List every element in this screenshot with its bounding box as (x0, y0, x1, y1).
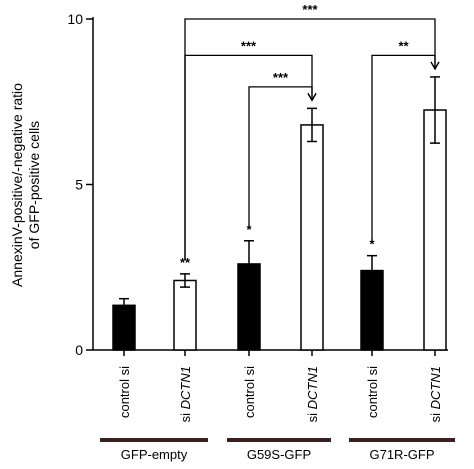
significance-mark: * (246, 222, 252, 237)
x-tick-label-gene: DCTN1 (428, 366, 443, 409)
group-label: G59S-GFP (247, 447, 311, 462)
x-tick-label-gene: DCTN1 (178, 366, 193, 409)
x-tick-label-prefix: control si (365, 366, 380, 418)
x-tick-label: si DCTN1 (428, 366, 443, 422)
bar (173, 279, 197, 351)
x-tick-label-prefix: control si (117, 366, 132, 418)
group-label: G71R-GFP (369, 447, 434, 462)
comparison-label: ** (398, 38, 409, 53)
x-tick-label-prefix: si (428, 409, 443, 422)
y-axis-label-line: of GFP-positive cells (26, 121, 42, 249)
y-tick-label: 5 (75, 177, 83, 193)
group-bar (227, 438, 331, 442)
y-axis-label-line: AnnexinV-positive/-negative ratio (9, 83, 25, 287)
x-tick-label-prefix: control si (242, 366, 257, 418)
comparison-bracket (184, 54, 313, 260)
group-bar (100, 438, 208, 442)
comparison-bracket (371, 54, 436, 242)
comparison-label: *** (241, 38, 257, 53)
comparison-bracket (248, 86, 313, 227)
comparison-label: *** (302, 2, 318, 17)
comparison-label: *** (273, 70, 289, 85)
y-axis-label: AnnexinV-positive/-negative ratioof GFP-… (9, 83, 42, 287)
x-tick-label: control si (242, 366, 257, 418)
x-tick-label-prefix: si (305, 409, 320, 422)
bracket-arrowhead (430, 61, 440, 71)
x-tick-label: si DCTN1 (305, 366, 320, 422)
bar (423, 109, 447, 351)
group-label: GFP-empty (121, 447, 188, 462)
bar (300, 124, 324, 351)
x-tick-label: si DCTN1 (178, 366, 193, 422)
significance-mark: ** (180, 255, 191, 270)
y-tick-label: 0 (75, 342, 83, 358)
bracket-arrowhead (307, 93, 317, 102)
x-tick-label-prefix: si (178, 409, 193, 422)
significance-mark: * (369, 237, 375, 252)
group-bar (349, 438, 455, 442)
y-tick-label: 10 (67, 11, 83, 27)
x-tick-label-gene: DCTN1 (305, 366, 320, 409)
x-tick-label: control si (117, 366, 132, 418)
x-tick-label: control si (365, 366, 380, 418)
